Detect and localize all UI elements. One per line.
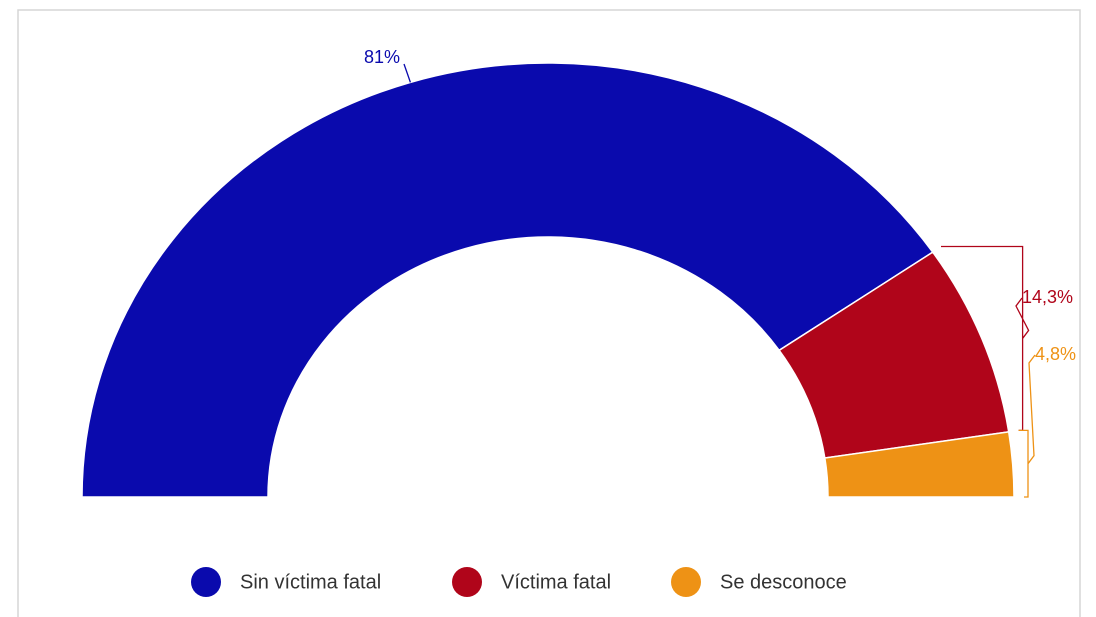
leader-line xyxy=(1018,354,1036,498)
frame xyxy=(17,9,1081,617)
data-label: 81% xyxy=(364,47,400,67)
data-label: 4,8% xyxy=(1035,344,1076,364)
slice xyxy=(81,62,934,498)
legend-swatch xyxy=(452,567,482,597)
slice xyxy=(823,431,1015,498)
legend-swatch xyxy=(671,567,701,597)
legend-label: Se desconoce xyxy=(720,571,847,593)
legend-label: Víctima fatal xyxy=(501,571,611,593)
leader-line xyxy=(403,63,412,83)
legend-label: Sin víctima fatal xyxy=(240,571,381,593)
data-label: 14,3% xyxy=(1022,287,1073,307)
legend-swatch xyxy=(191,567,221,597)
